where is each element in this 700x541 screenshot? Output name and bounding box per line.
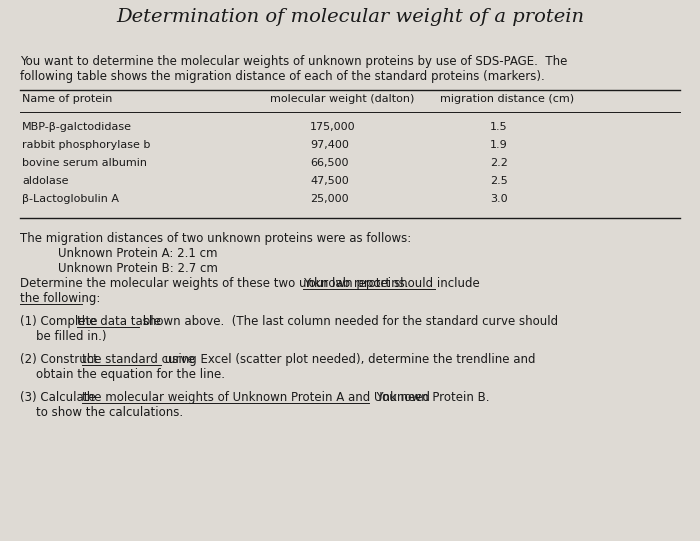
Text: Unknown Protein A: 2.1 cm: Unknown Protein A: 2.1 cm — [58, 247, 218, 260]
Text: the molecular weights of Unknown Protein A and Unknown Protein B.: the molecular weights of Unknown Protein… — [82, 391, 489, 404]
Text: molecular weight (dalton): molecular weight (dalton) — [270, 94, 414, 104]
Text: Unknown Protein B: 2.7 cm: Unknown Protein B: 2.7 cm — [58, 262, 218, 275]
Text: (1) Complete: (1) Complete — [20, 315, 101, 328]
Text: shown above.  (The last column needed for the standard curve should: shown above. (The last column needed for… — [139, 315, 559, 328]
Text: obtain the equation for the line.: obtain the equation for the line. — [36, 368, 225, 381]
Text: the following:: the following: — [20, 292, 100, 305]
Text: Determine the molecular weights of these two unknown proteins.: Determine the molecular weights of these… — [20, 277, 416, 290]
Text: 1.9: 1.9 — [490, 140, 507, 150]
Text: 2.5: 2.5 — [490, 176, 507, 186]
Text: 3.0: 3.0 — [490, 194, 507, 204]
Text: Determination of molecular weight of a protein: Determination of molecular weight of a p… — [116, 8, 584, 26]
Text: You need: You need — [369, 391, 430, 404]
Text: 175,000: 175,000 — [310, 122, 356, 132]
Text: (2) Construct: (2) Construct — [20, 353, 101, 366]
Text: using Excel (scatter plot needed), determine the trendline and: using Excel (scatter plot needed), deter… — [162, 353, 536, 366]
Text: 25,000: 25,000 — [310, 194, 349, 204]
Text: 2.2: 2.2 — [490, 158, 508, 168]
Text: (3) Calculate: (3) Calculate — [20, 391, 99, 404]
Text: 97,400: 97,400 — [310, 140, 349, 150]
Text: 66,500: 66,500 — [310, 158, 349, 168]
Text: MBP-β-galctodidase: MBP-β-galctodidase — [22, 122, 132, 132]
Text: be filled in.): be filled in.) — [36, 330, 106, 343]
Text: 47,500: 47,500 — [310, 176, 349, 186]
Text: Your lab report should include: Your lab report should include — [303, 277, 480, 290]
Text: the standard curve: the standard curve — [82, 353, 195, 366]
Text: migration distance (cm): migration distance (cm) — [440, 94, 574, 104]
Text: bovine serum albumin: bovine serum albumin — [22, 158, 147, 168]
Text: You want to determine the molecular weights of unknown proteins by use of SDS-PA: You want to determine the molecular weig… — [20, 55, 568, 68]
Text: to show the calculations.: to show the calculations. — [36, 406, 183, 419]
Text: aldolase: aldolase — [22, 176, 69, 186]
Text: The migration distances of two unknown proteins were as follows:: The migration distances of two unknown p… — [20, 232, 412, 245]
Text: following table shows the migration distance of each of the standard proteins (m: following table shows the migration dist… — [20, 70, 545, 83]
Text: rabbit phosphorylase b: rabbit phosphorylase b — [22, 140, 150, 150]
Text: 1.5: 1.5 — [490, 122, 507, 132]
Text: the data table: the data table — [78, 315, 161, 328]
Text: β-Lactoglobulin A: β-Lactoglobulin A — [22, 194, 119, 204]
Text: Name of protein: Name of protein — [22, 94, 113, 104]
